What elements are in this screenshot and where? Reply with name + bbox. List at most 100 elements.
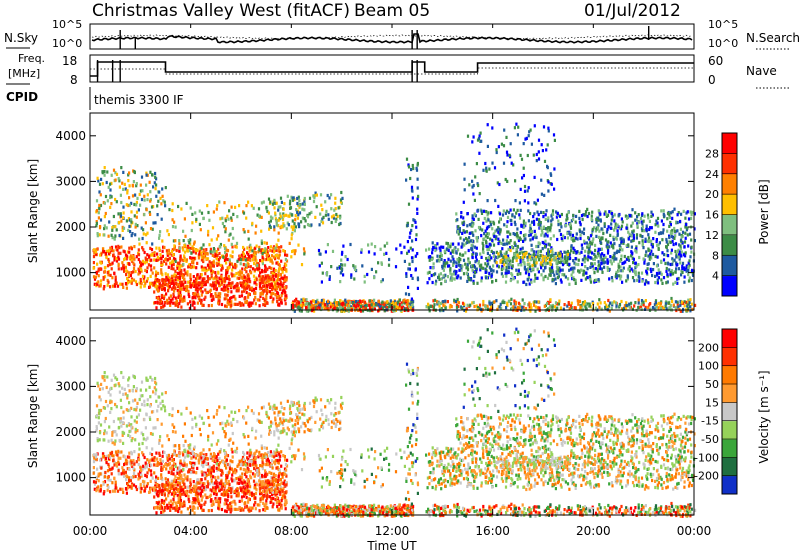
power-cell [480,307,483,311]
power-cell [536,210,539,214]
power-cell [522,221,526,225]
power-cell [226,257,229,262]
power-cell [628,302,631,306]
power-cell [603,253,606,258]
power-cell [537,218,541,222]
power-cell [153,281,156,285]
power-cell [563,236,566,240]
power-cell [565,223,568,227]
power-cell [566,249,569,254]
power-cell [490,301,493,305]
power-cell [581,246,584,251]
power-cell [279,249,282,253]
power-cell [569,224,572,228]
power-cell [360,304,363,308]
power-cell [184,271,187,275]
power-cell [566,262,569,266]
power-cell [521,298,524,302]
power-cell [373,252,376,256]
power-cell [217,234,220,238]
power-cell [335,217,338,221]
power-cell [408,267,411,271]
power-cell [110,248,113,252]
power-cell [308,223,311,227]
power-cell [223,258,227,263]
power-cell [389,299,392,303]
power-cell [530,278,533,282]
power-cell [598,298,601,302]
power-cell [269,219,272,223]
velocity-cell [277,487,281,492]
power-cell [561,268,564,272]
power-cell [161,249,164,253]
power-cell [256,267,259,271]
power-cell [463,188,466,192]
power-cell [559,222,562,226]
power-cell [526,277,529,281]
power-cell [644,253,647,257]
power-cell [135,184,138,188]
power-cell [141,236,144,241]
cpid-label: CPID [6,90,38,104]
power-cell [635,247,638,251]
power-cell [284,267,287,271]
power-cell [202,252,205,256]
power-cell [596,226,600,230]
power-cell [234,266,237,270]
power-cell [501,247,504,251]
power-cell [254,246,257,250]
power-cell [505,265,508,270]
power-cell [524,233,527,237]
power-cell [172,301,175,305]
power-cell [484,270,487,274]
power-cell [639,217,643,221]
power-cell [463,243,466,247]
power-cell [647,305,650,309]
power-cell [121,282,124,286]
power-cell [650,249,653,253]
velocity-cell [189,478,192,482]
power-cell [167,280,171,285]
power-cell [281,284,284,288]
power-cell [303,200,306,204]
power-cell [156,255,159,260]
power-cell [630,234,633,238]
power-cell [475,246,478,250]
power-cell [342,244,345,248]
power-cell [500,241,503,245]
power-cell [428,309,431,313]
power-cell [671,239,674,243]
power-cell [562,307,565,311]
velocity-cell [107,478,110,482]
power-cell [248,287,251,291]
power-cell [624,214,627,218]
velocity-cell [172,472,175,476]
power-cell [543,241,546,245]
power-cell [476,305,480,310]
power-cell [558,260,561,264]
power-cell [551,305,554,309]
power-cell [484,229,487,233]
power-cell [533,259,536,263]
power-cell [99,267,102,271]
power-cell [500,272,503,276]
power-cell [516,280,519,284]
power-cell [446,261,449,265]
power-cell [280,301,283,305]
power-cell [632,261,635,265]
power-cell [505,259,508,263]
power-cell [168,284,172,288]
power-cell [158,236,161,240]
power-cell [160,217,163,221]
power-cell [275,285,278,289]
power-cell [454,272,457,276]
power-cell [489,220,492,224]
power-cell [180,264,183,268]
power-cell [225,304,228,309]
power-cell [624,260,627,264]
power-cell [527,219,530,223]
power-cell [238,204,241,208]
power-cell [95,209,99,213]
power-cell [679,244,682,248]
power-cell [131,257,135,261]
